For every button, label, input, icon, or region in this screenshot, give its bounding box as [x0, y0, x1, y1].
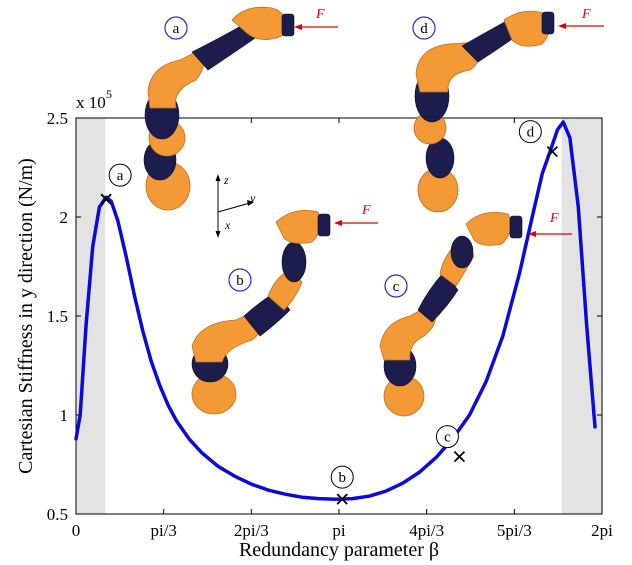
coordinate-frame: z y x — [215, 173, 256, 238]
y-axis-ticks: 0.5 1 1.5 2 2.5 — [47, 109, 602, 524]
point-marker-a: a — [100, 163, 132, 205]
y-tick-label: 1 — [60, 406, 69, 425]
point-marker-d: d — [518, 120, 558, 158]
robot-illustration-c: F c — [379, 211, 572, 417]
x-axis-label: Redundancy parameter β — [239, 539, 439, 561]
inset-label-a: a — [173, 21, 180, 37]
point-marker-c: c — [435, 425, 466, 463]
force-label-b: F — [361, 203, 371, 218]
point-markers: a b c d — [100, 120, 558, 505]
force-label-d: F — [581, 7, 591, 22]
force-label-a: F — [315, 7, 325, 22]
x-tick-label: 0 — [72, 521, 81, 540]
y-tick-label: 1.5 — [47, 307, 68, 326]
x-tick-label: 4pi/3 — [409, 521, 444, 540]
marker-label: a — [117, 168, 124, 184]
inset-label-c: c — [393, 279, 400, 295]
plot-frame — [75, 117, 603, 515]
marker-label: d — [527, 125, 535, 141]
shaded-regions — [76, 118, 602, 514]
robot-illustration-b: F b — [191, 203, 378, 415]
point-marker-b: b — [330, 465, 354, 505]
shaded-region-2 — [561, 118, 602, 514]
force-label-c: F — [549, 211, 559, 226]
y-multiplier-exponent: 5 — [106, 87, 112, 101]
marker-label: b — [338, 470, 346, 486]
series-line — [74, 120, 597, 501]
y-tick-label: 2 — [60, 208, 69, 227]
x-tick-label: 5pi/3 — [497, 521, 532, 540]
y-tick-label: 0.5 — [47, 505, 68, 524]
inset-label-d: d — [420, 21, 428, 37]
y-tick-label: 2.5 — [47, 109, 68, 128]
robot-illustration-a: F a — [143, 6, 338, 211]
x-tick-label: pi/3 — [150, 521, 176, 540]
marker-label: c — [444, 430, 451, 446]
frame-x-label: x — [224, 218, 231, 232]
inset-label-b: b — [236, 273, 244, 289]
frame-z-label: z — [223, 173, 229, 187]
frame-y-label: y — [249, 191, 256, 205]
x-tick-label: 2pi — [591, 521, 613, 540]
x-tick-label: pi — [332, 521, 346, 540]
robot-illustration-d: F d — [412, 7, 604, 213]
x-tick-label: 2pi/3 — [234, 521, 269, 540]
y-multiplier: x 10 — [76, 93, 106, 112]
y-axis-label: Cartesian Stiffness in y direction (N/m) — [15, 158, 37, 474]
